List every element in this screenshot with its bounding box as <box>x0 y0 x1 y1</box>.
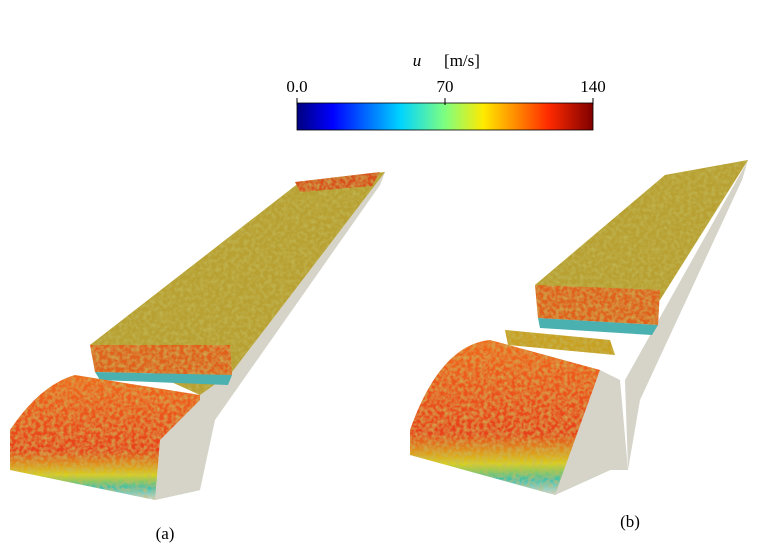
colorbar-unit: [m/s] <box>444 51 480 70</box>
wing-a <box>10 172 385 500</box>
panel-label: (a) <box>156 524 175 543</box>
colorbar-tick-label: 0.0 <box>286 77 307 96</box>
colorbar-variable: u <box>413 51 422 70</box>
colorbar <box>296 102 594 131</box>
colorbar-tick-label: 140 <box>580 77 606 96</box>
colorbar-tick-label: 70 <box>437 77 454 96</box>
panel-label: (b) <box>620 512 640 531</box>
wing-b <box>410 160 748 495</box>
